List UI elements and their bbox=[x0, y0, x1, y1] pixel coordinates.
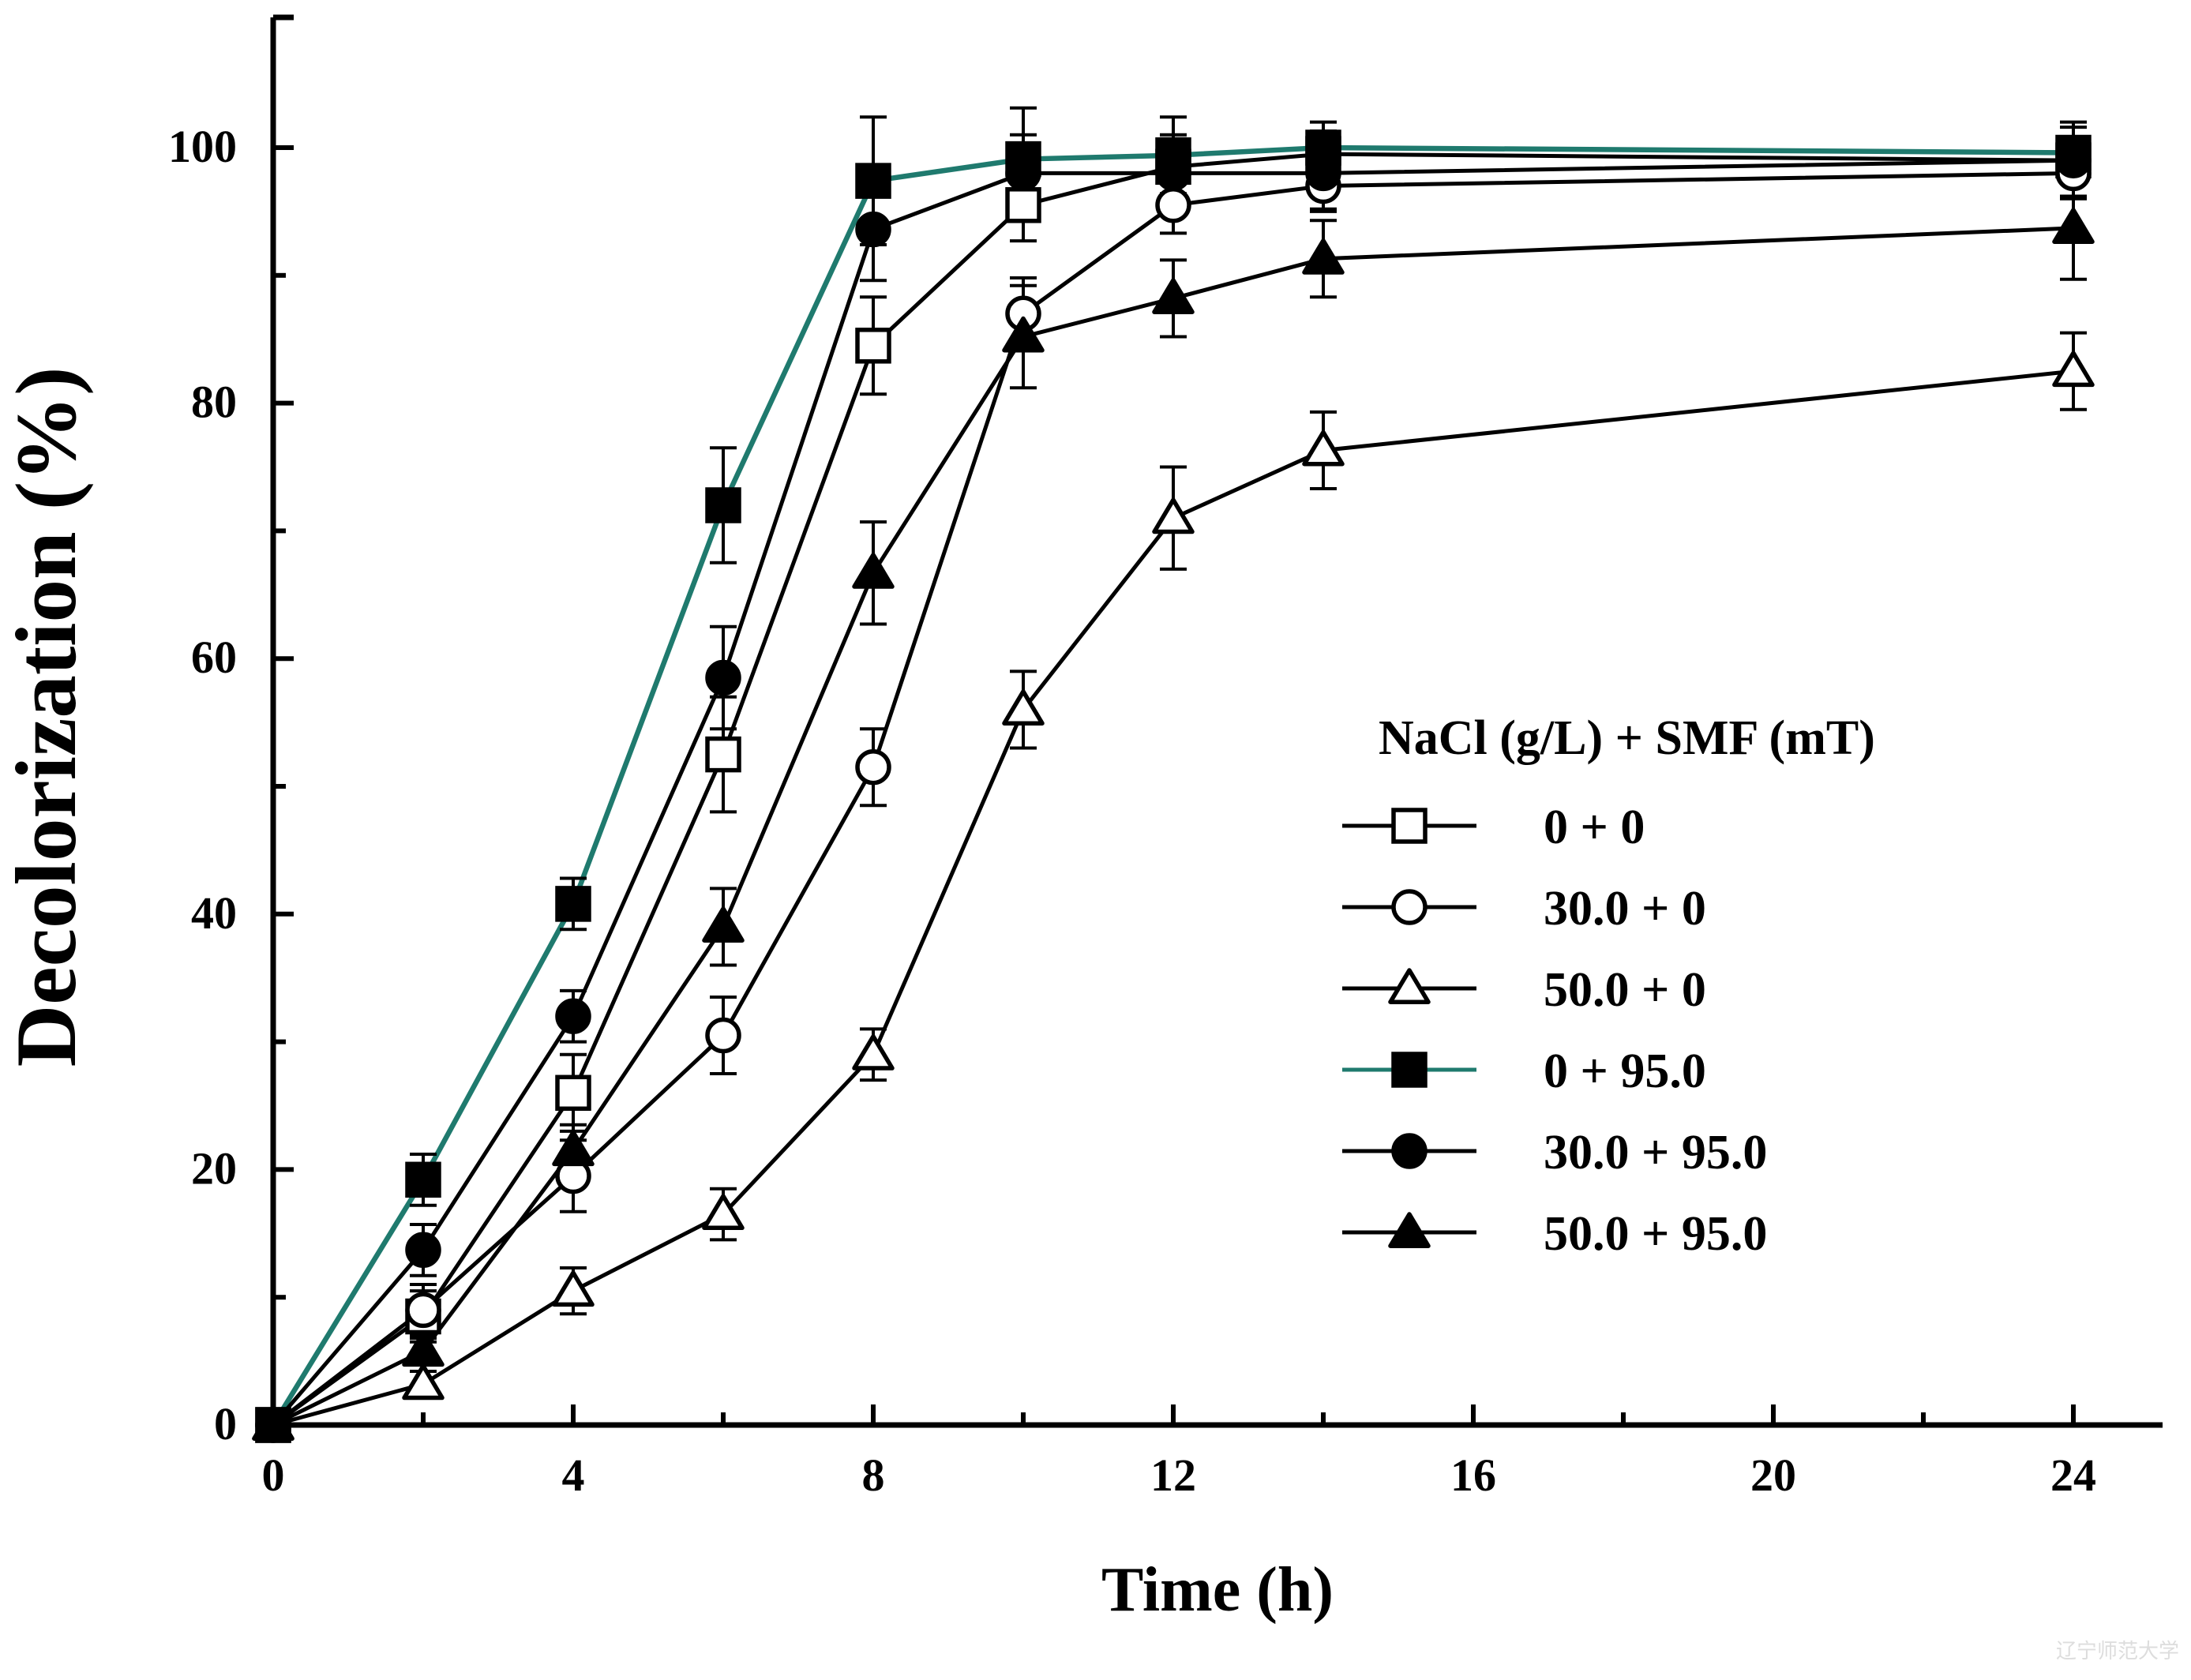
svg-text:辽宁师范大学: 辽宁师范大学 bbox=[2056, 1639, 2179, 1663]
svg-text:80: 80 bbox=[191, 377, 237, 428]
svg-text:NaCl (g/L) + SMF (mT): NaCl (g/L) + SMF (mT) bbox=[1379, 711, 1875, 765]
svg-text:0: 0 bbox=[214, 1398, 237, 1449]
svg-text:0 + 0: 0 + 0 bbox=[1544, 801, 1645, 854]
svg-text:0 + 95.0: 0 + 95.0 bbox=[1544, 1044, 1706, 1098]
svg-text:Decolorization (%): Decolorization (%) bbox=[0, 367, 94, 1067]
svg-text:60: 60 bbox=[191, 632, 237, 683]
svg-text:50.0 + 0: 50.0 + 0 bbox=[1544, 963, 1706, 1017]
svg-text:100: 100 bbox=[168, 121, 237, 172]
svg-text:4: 4 bbox=[562, 1449, 585, 1501]
svg-text:0: 0 bbox=[262, 1449, 285, 1501]
svg-text:16: 16 bbox=[1450, 1449, 1496, 1501]
svg-text:30.0 + 95.0: 30.0 + 95.0 bbox=[1544, 1126, 1767, 1179]
svg-text:40: 40 bbox=[191, 887, 237, 939]
svg-text:50.0 + 95.0: 50.0 + 95.0 bbox=[1544, 1207, 1767, 1261]
svg-text:20: 20 bbox=[191, 1142, 237, 1194]
svg-text:24: 24 bbox=[2050, 1449, 2096, 1501]
svg-text:20: 20 bbox=[1750, 1449, 1796, 1501]
svg-text:Time (h): Time (h) bbox=[1101, 1555, 1334, 1625]
svg-text:12: 12 bbox=[1150, 1449, 1196, 1501]
svg-text:8: 8 bbox=[862, 1449, 885, 1501]
svg-text:30.0 + 0: 30.0 + 0 bbox=[1544, 882, 1706, 936]
